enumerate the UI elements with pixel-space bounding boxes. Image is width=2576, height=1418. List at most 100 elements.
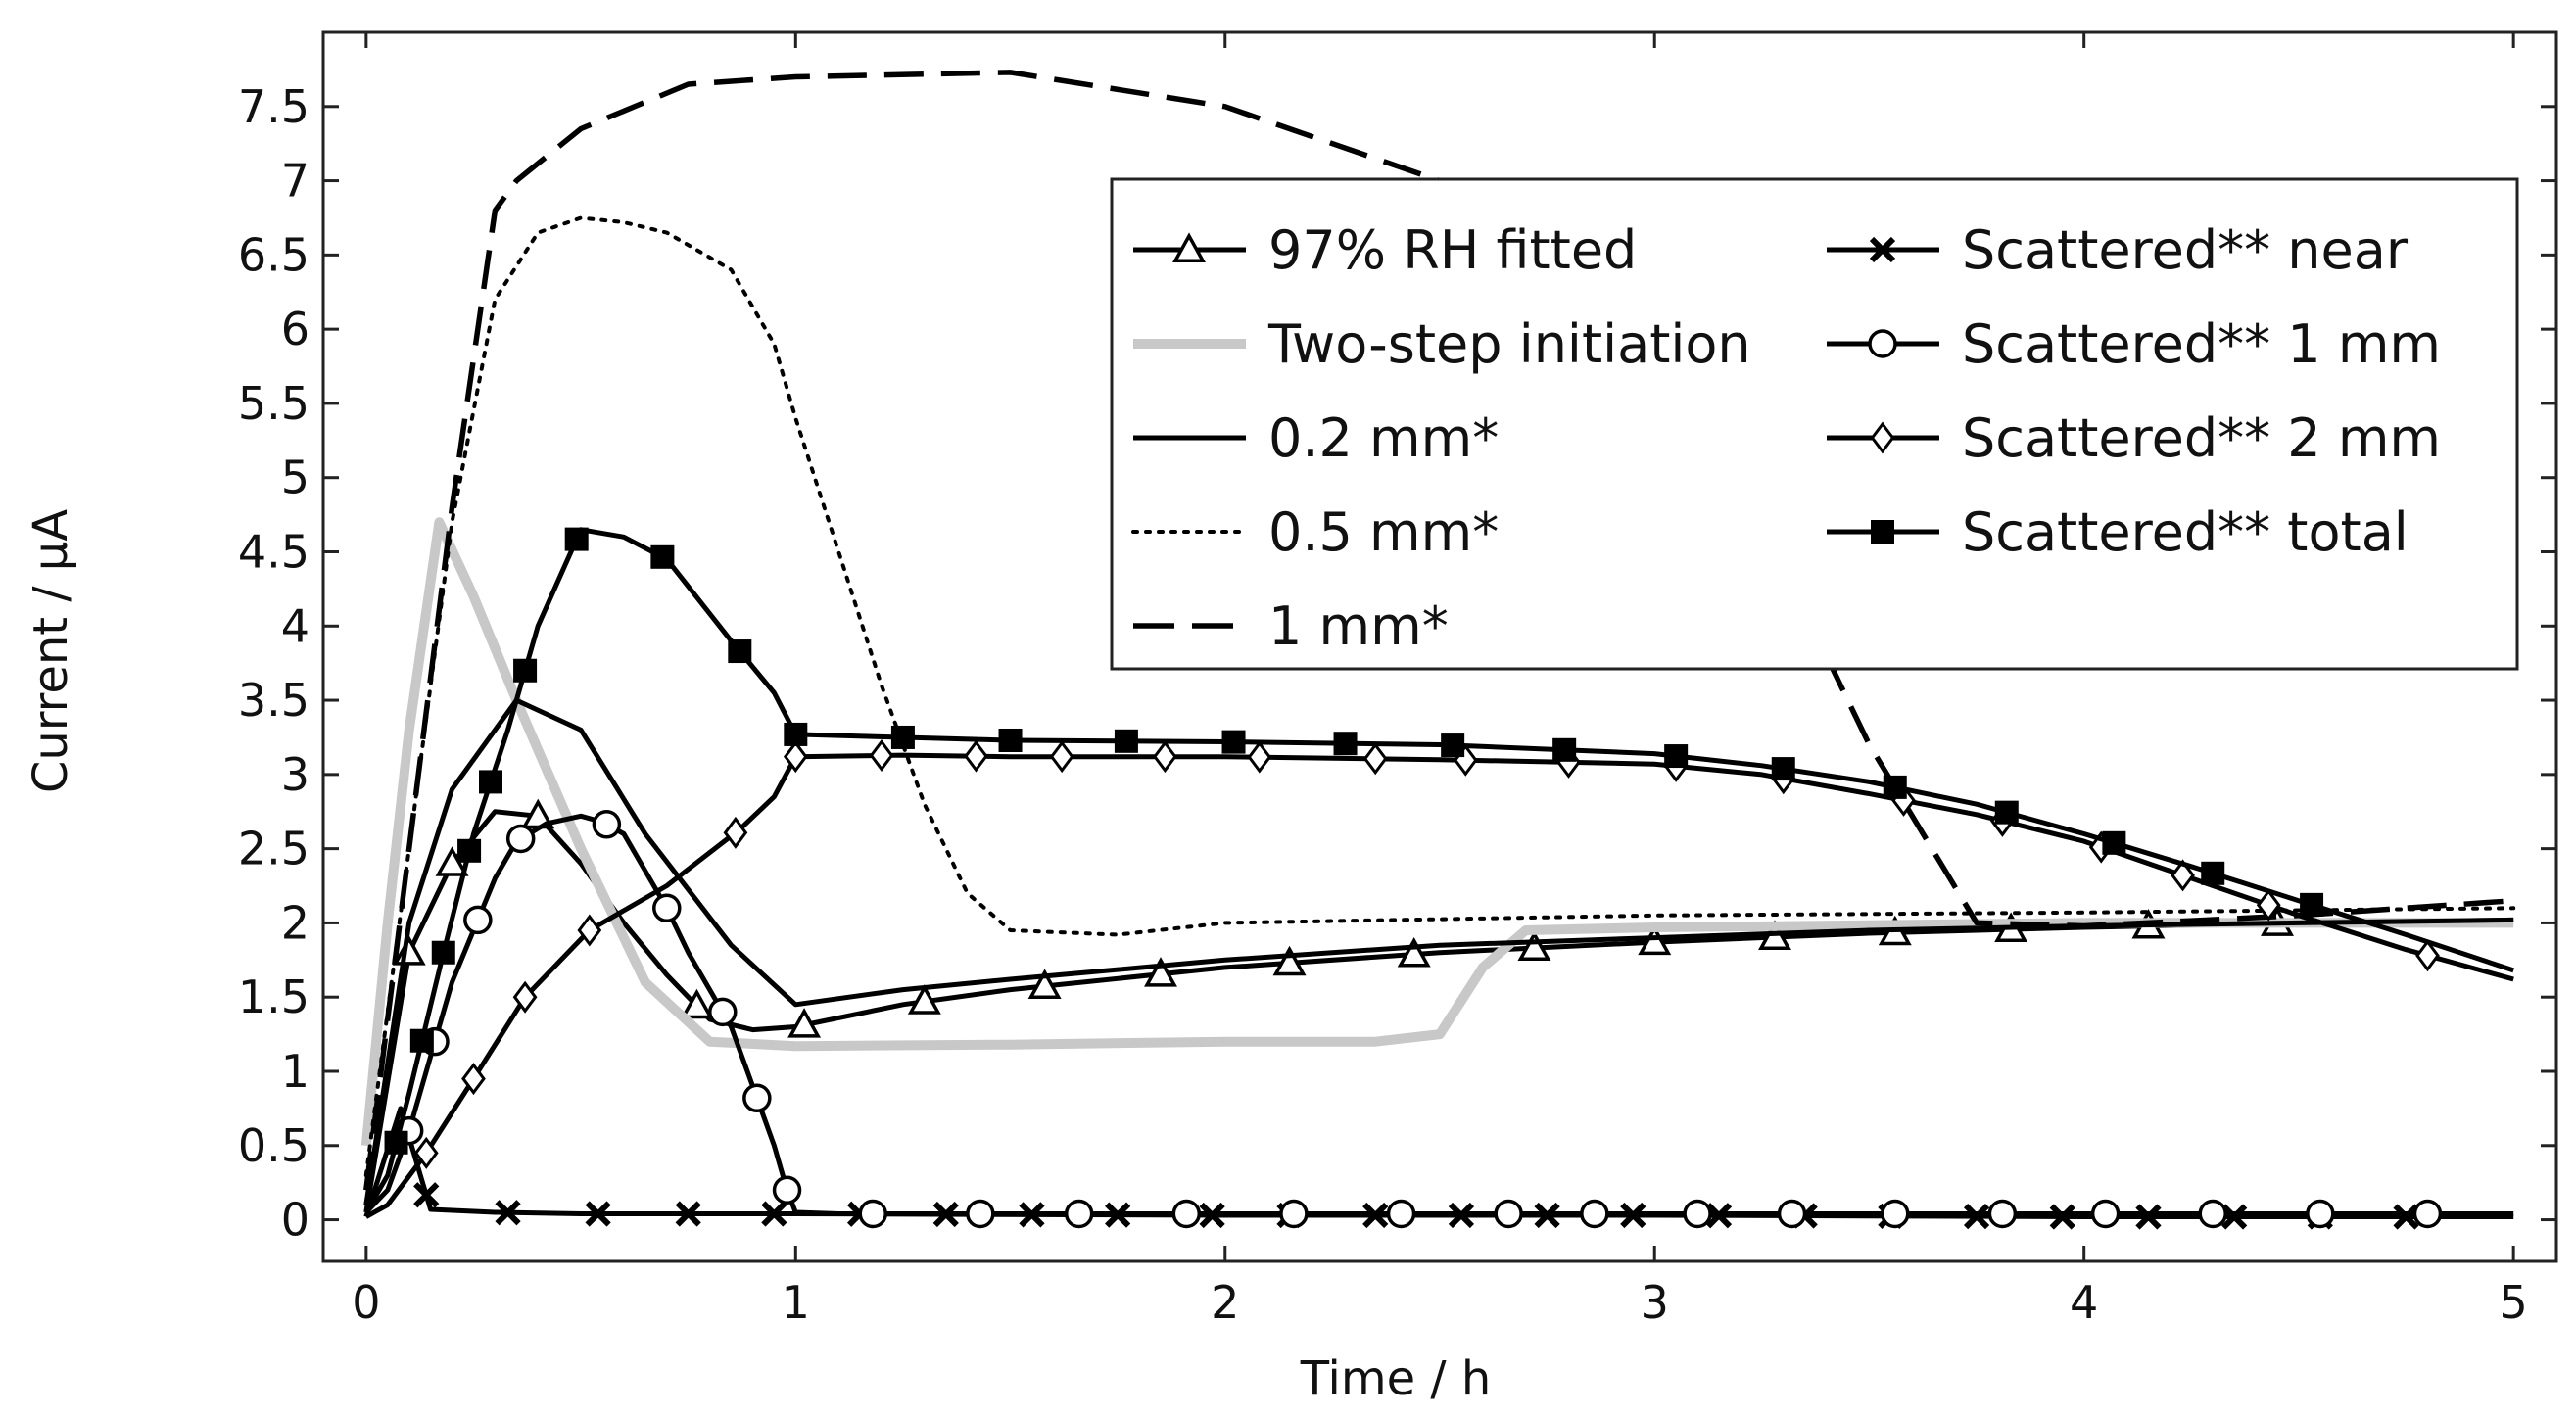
legend-label: Scattered** near (1962, 219, 2409, 281)
data-point-scattered-1-mm (1064, 1199, 1094, 1229)
data-point-scattered-total (890, 725, 915, 749)
data-point-scattered-total (409, 1028, 434, 1053)
series-two-step-initiation (360, 517, 2514, 1147)
plot-area-frame (321, 30, 2558, 1263)
data-point-scattered-1-mm (708, 997, 738, 1027)
y-tick-label: 4 (281, 599, 310, 652)
data-point-scattered-near (675, 1201, 701, 1227)
series-0-5-mm (363, 215, 2516, 1178)
series-line-scattered-near (363, 1106, 2514, 1219)
data-point-scattered-1-mm (858, 1199, 887, 1229)
y-tick-label: 5 (281, 451, 310, 504)
axes-layer: 0 1 2 3 4 5 0 0.5 1 1.5 2 2.5 3 3.5 4 4.5 5 5.5 6 6.5 7 7.5 (238, 32, 2556, 1329)
legend-label: Scattered** 2 mm (1962, 407, 2441, 469)
y-tick-label: 3 (281, 748, 310, 801)
data-point-scattered-total (1883, 775, 1907, 799)
data-point-97-rh-fitted (1638, 924, 1672, 956)
data-point-scattered-2-mm (413, 1136, 439, 1169)
data-point-scattered-near (495, 1200, 521, 1226)
legend-item-two-step-initiation: Two-step initiation (1133, 313, 1751, 375)
data-point-scattered-total (384, 1130, 408, 1155)
series-line-two-step-initiation (360, 517, 2514, 1147)
series-scattered-near (363, 1106, 2514, 1230)
data-point-scattered-1-mm (505, 824, 536, 854)
y-tick-label: 7 (281, 155, 310, 208)
legend-label: 0.5 mm* (1268, 501, 1499, 563)
data-point-97-rh-fitted (1397, 936, 1431, 968)
data-point-scattered-total (1333, 732, 1358, 756)
legend-marker-circle (1868, 329, 1897, 358)
data-point-scattered-1-mm (742, 1083, 772, 1113)
data-point-scattered-total (431, 940, 455, 965)
data-point-scattered-2-mm (1153, 740, 1177, 774)
data-point-scattered-near (413, 1182, 440, 1208)
data-point-scattered-1-mm (772, 1175, 802, 1205)
y-tick-label: 5.5 (238, 377, 310, 430)
data-point-97-rh-fitted (1027, 969, 1062, 999)
legend-item-scattered-near: Scattered** near (1827, 219, 2409, 281)
data-point-scattered-near (2049, 1204, 2075, 1230)
data-point-97-rh-fitted (1144, 957, 1177, 987)
x-tick-label: 1 (782, 1276, 810, 1329)
y-tick-label: 6 (281, 303, 310, 355)
data-point-scattered-1-mm (966, 1199, 995, 1229)
data-point-scattered-total (2201, 861, 2225, 885)
data-point-97-rh-fitted (1517, 930, 1551, 962)
data-point-scattered-near (2221, 1204, 2248, 1230)
data-point-scattered-total (1771, 757, 1795, 781)
data-point-scattered-1-mm (2198, 1199, 2227, 1229)
x-axis-title: Time / h (1300, 1351, 1492, 1406)
x-tick-label: 3 (1641, 1276, 1669, 1329)
series-line-0-2-mm (363, 697, 2514, 1205)
legend-item-0-5-mm: 0.5 mm* (1131, 501, 1499, 563)
legend: 97% RH fitted Two-step initiation 0.2 mm* 0… (1110, 177, 2519, 671)
x-tick-label: 2 (1211, 1276, 1239, 1329)
y-tick-label: 1.5 (238, 970, 310, 1023)
legend-marker-x (1869, 236, 1896, 263)
series-scattered-1-mm (364, 810, 2514, 1229)
data-point-scattered-1-mm (463, 905, 493, 935)
data-point-scattered-2-mm (783, 740, 808, 774)
data-point-scattered-2-mm (2171, 859, 2195, 892)
data-point-scattered-near (2393, 1204, 2419, 1230)
series-line-1-mm (363, 70, 2514, 1191)
series-line-scattered-total (363, 527, 2514, 1214)
data-point-scattered-1-mm (592, 810, 622, 839)
series-1-mm (363, 70, 2514, 1191)
data-point-scattered-1-mm (1683, 1199, 1712, 1229)
data-point-scattered-total (998, 728, 1023, 752)
series-scattered-2-mm (364, 738, 2514, 1219)
data-point-scattered-total (1664, 744, 1689, 769)
data-point-scattered-total (784, 722, 808, 746)
data-point-scattered-total (457, 838, 482, 863)
legend-label: 97% RH fitted (1268, 219, 1637, 281)
data-point-scattered-1-mm (1777, 1199, 1807, 1229)
series-layer (360, 70, 2516, 1230)
legend-item-1-mm: 1 mm* (1133, 595, 1449, 657)
data-point-scattered-near (761, 1201, 787, 1227)
data-point-scattered-1-mm (1881, 1199, 1910, 1229)
series-0-2-mm (363, 697, 2514, 1205)
data-point-scattered-total (2102, 830, 2126, 855)
data-point-scattered-2-mm (2415, 939, 2440, 972)
data-point-scattered-2-mm (512, 980, 538, 1014)
data-point-scattered-1-mm (1987, 1199, 2018, 1229)
data-point-scattered-total (1441, 733, 1465, 758)
data-point-scattered-1-mm (2306, 1199, 2335, 1229)
data-point-scattered-1-mm (2090, 1199, 2121, 1229)
legend-label: 0.2 mm* (1268, 407, 1499, 469)
data-point-scattered-total (2300, 892, 2324, 917)
y-tick-label: 4.5 (238, 525, 310, 578)
series-line-scattered-2-mm (364, 752, 2514, 1219)
data-point-scattered-1-mm (1580, 1199, 1609, 1229)
legend-item-scattered-total: Scattered** total (1827, 501, 2409, 563)
y-tick-label: 0.5 (238, 1119, 310, 1172)
data-point-scattered-total (1221, 730, 1246, 754)
x-tick-label: 0 (352, 1276, 380, 1329)
data-point-scattered-total (728, 639, 752, 664)
series-line-0-5-mm (363, 215, 2516, 1178)
data-point-scattered-2-mm (2256, 888, 2281, 922)
data-point-97-rh-fitted (1272, 945, 1307, 976)
